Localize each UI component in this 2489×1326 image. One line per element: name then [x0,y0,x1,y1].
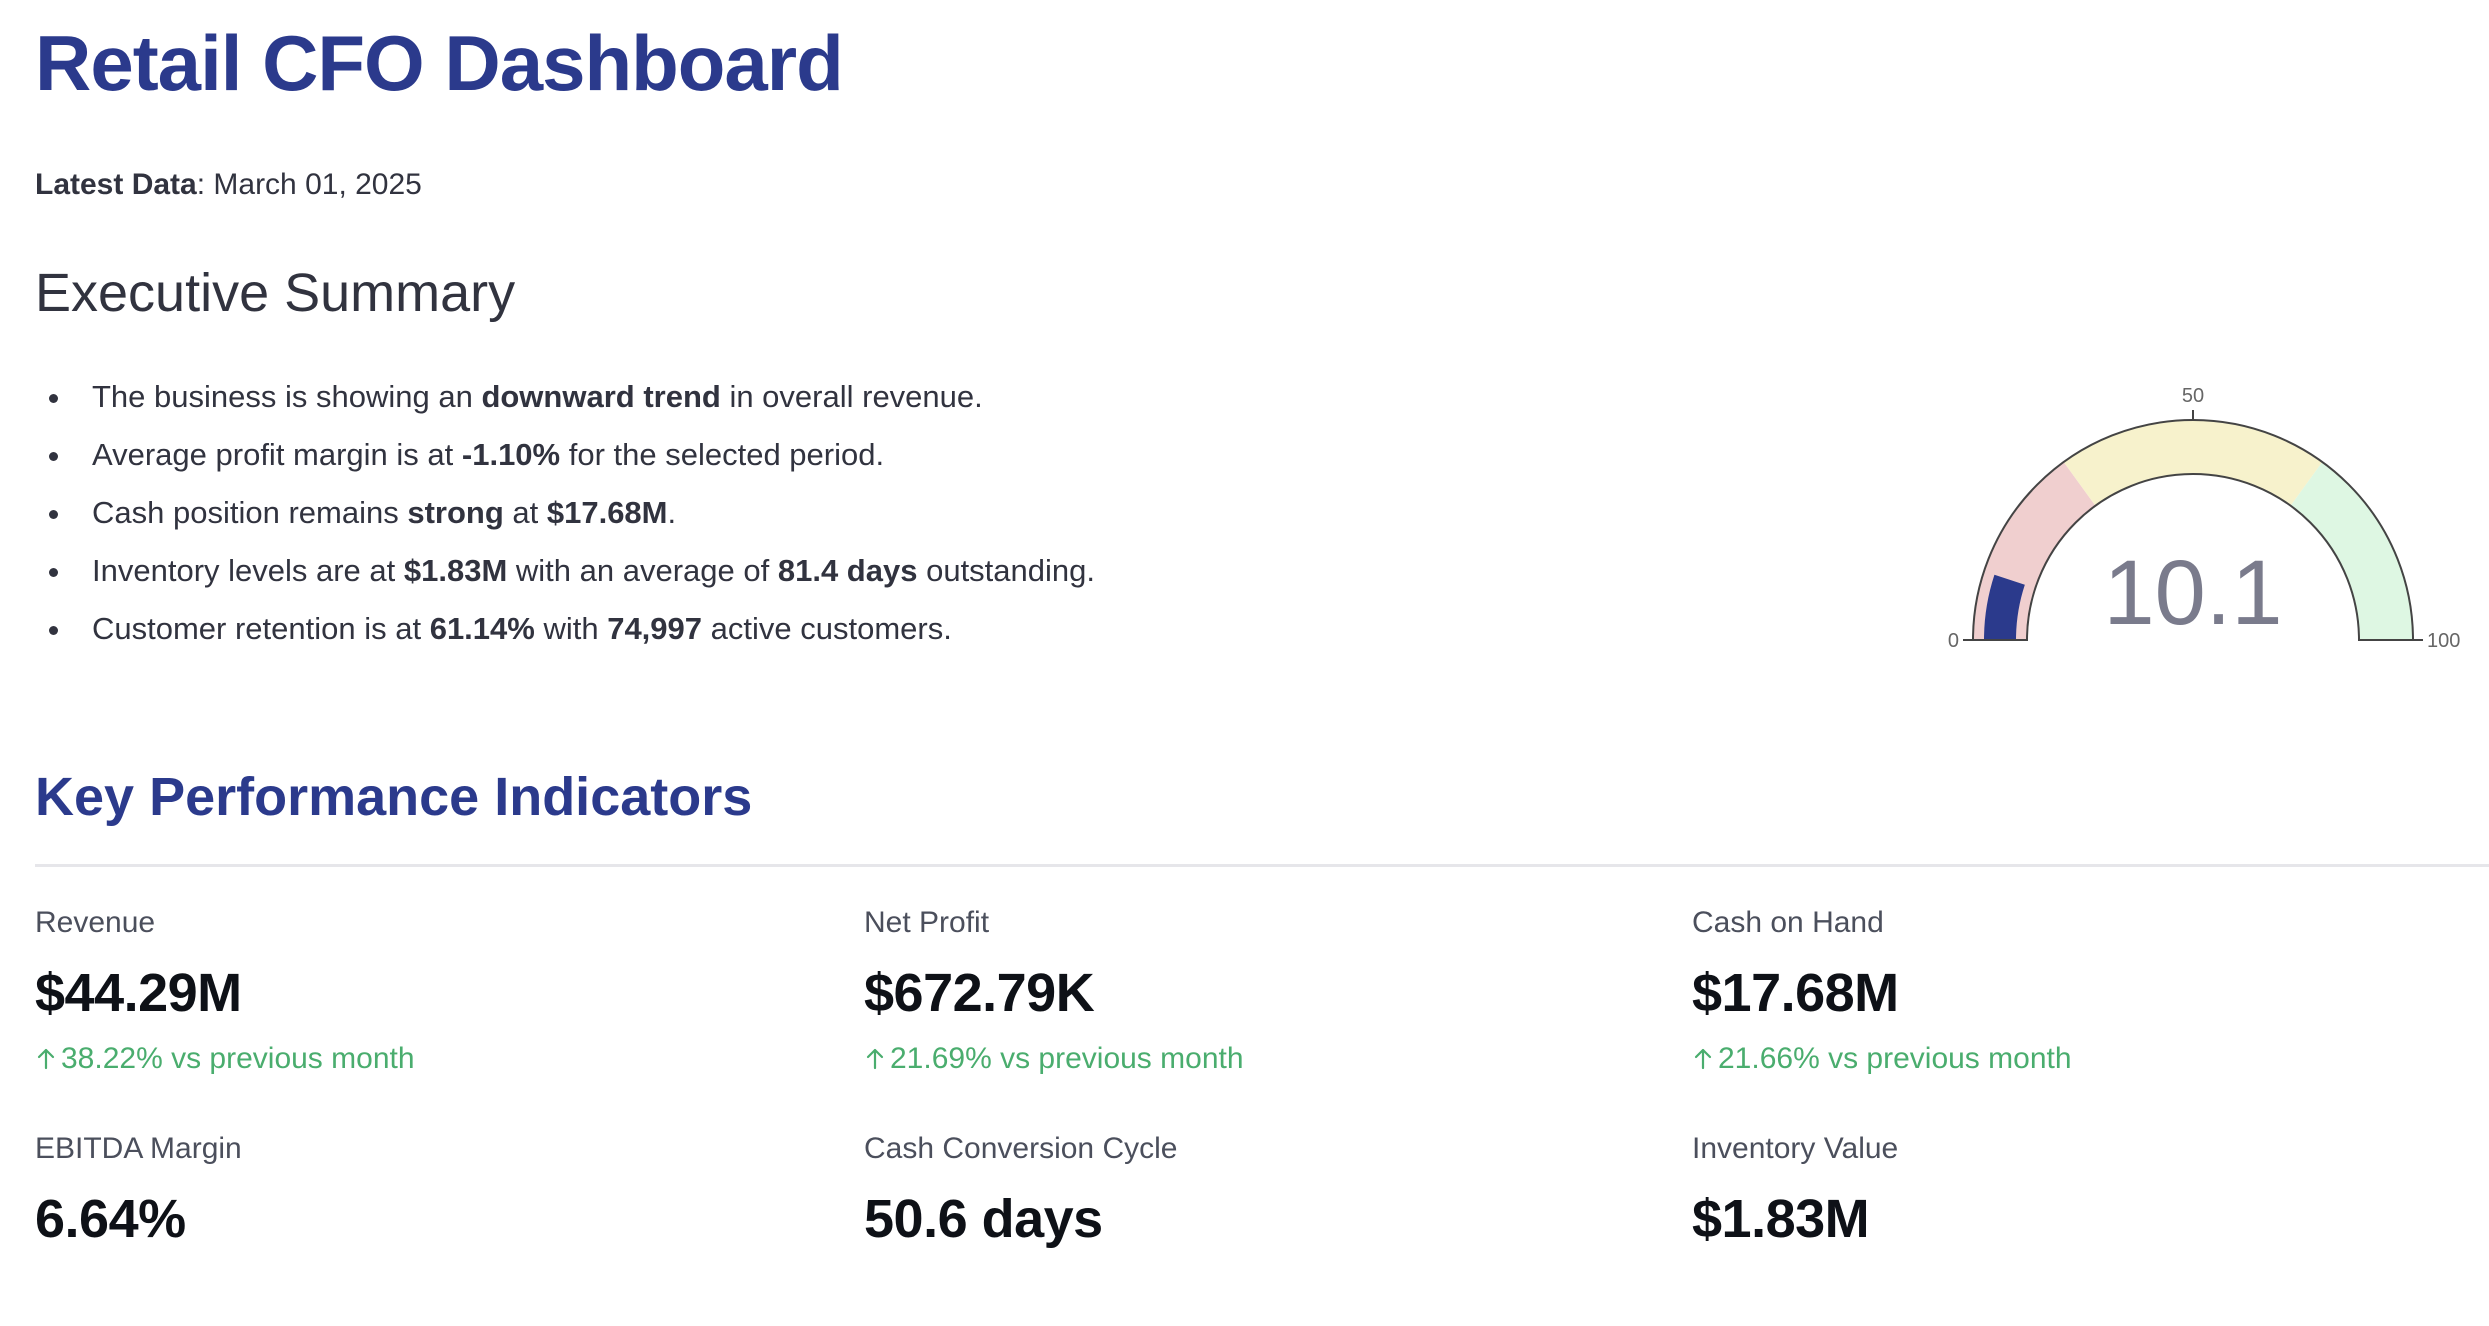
summary-bullet: The business is showing an downward tren… [35,368,1095,426]
latest-data: Latest Data: March 01, 2025 [35,168,422,202]
metric-delta: 21.69% vs previous month [864,1042,1244,1076]
margin-gauge: 0 50 100 10.1 [1948,385,2461,652]
executive-summary-title: Executive Summary [35,263,516,323]
gauge-tick-max: 100 [2427,630,2460,652]
metric-label: Net Profit [864,906,990,939]
section-divider [35,864,2489,867]
metric-inventory-value: Inventory Value $1.83M [1692,1132,1898,1250]
metric-label: Revenue [35,906,156,939]
metric-cash-conversion-cycle: Cash Conversion Cycle 50.6 days [864,1132,1177,1250]
gauge-value: 10.1 [2103,542,2282,644]
kpi-section-title: Key Performance Indicators [35,767,753,827]
latest-data-label: Latest Data [35,168,197,201]
gauge-value-bar [1984,574,2025,640]
arrow-up-icon [1694,1048,1712,1070]
executive-summary-list: The business is showing an downward tren… [35,368,1095,658]
gauge-tick-min: 0 [1948,630,1959,652]
metric-cash-on-hand: Cash on Hand $17.68M 21.66% vs previous … [1692,906,2072,1076]
gauge-step-1 [2063,420,2323,506]
summary-bullet: Inventory levels are at $1.83M with an a… [35,542,1095,600]
metric-net-profit: Net Profit $672.79K 21.69% vs previous m… [864,906,1244,1076]
metric-value: 50.6 days [864,1189,1103,1249]
metric-label: Cash Conversion Cycle [864,1132,1178,1165]
metric-delta: 38.22% vs previous month [35,1042,415,1076]
metric-label: EBITDA Margin [35,1132,242,1165]
metric-value: $17.68M [1692,963,1899,1023]
metric-revenue: Revenue $44.29M 38.22% vs previous month [35,906,415,1076]
gauge-ticks [1963,410,2423,641]
summary-bullet: Average profit margin is at -1.10% for t… [35,426,1095,484]
gauge-step-2 [2290,462,2413,640]
metric-label: Inventory Value [1692,1132,1899,1165]
metric-delta: 21.66% vs previous month [1692,1042,2072,1076]
summary-bullet: Cash position remains strong at $17.68M. [35,484,1095,542]
metric-label: Cash on Hand [1692,906,1884,939]
metric-ebitda-margin: EBITDA Margin 6.64% [35,1132,242,1250]
summary-bullet: Customer retention is at 61.14% with 74,… [35,600,1095,658]
latest-data-value: : March 01, 2025 [196,168,422,201]
page-title: Retail CFO Dashboard [35,19,844,107]
arrow-up-icon [866,1048,884,1070]
gauge-tick-mid: 50 [2182,385,2204,407]
metric-value: 6.64% [35,1189,186,1249]
metric-value: $44.29M [35,963,242,1023]
metric-value: $672.79K [864,963,1095,1023]
arrow-up-icon [37,1048,55,1070]
gauge-outline [1971,419,2415,641]
metric-value: $1.83M [1692,1189,1870,1249]
